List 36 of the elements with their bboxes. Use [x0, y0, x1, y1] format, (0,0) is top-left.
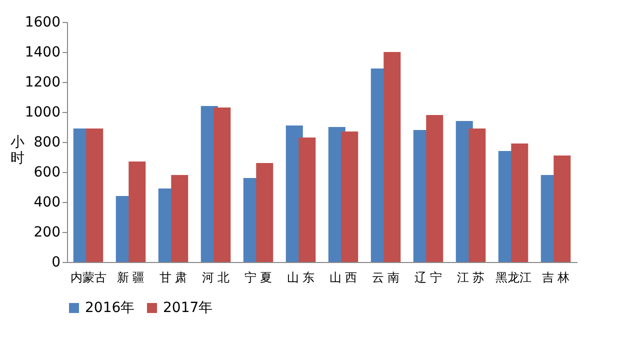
y-tick-label: 1400 [24, 44, 60, 60]
y-axis-title: 小时 [10, 134, 24, 166]
x-tick-label: 山 东 [286, 270, 315, 284]
legend-label: 2017年 [163, 300, 213, 316]
bar [298, 138, 316, 262]
x-tick-label: 江 苏 [456, 270, 485, 284]
bar [128, 162, 146, 262]
legend-label: 2016年 [85, 300, 135, 316]
y-tick-label: 800 [34, 134, 60, 150]
bar [554, 156, 571, 262]
bar [256, 163, 274, 262]
y-tick-label: 1000 [24, 104, 60, 120]
bar [511, 144, 528, 262]
x-tick-label: 黑龙江 [495, 270, 532, 284]
x-tick-label: 河 北 [202, 270, 230, 284]
x-tick-label: 山 西 [329, 270, 358, 284]
bar [426, 115, 444, 262]
y-tick-label: 200 [34, 224, 60, 240]
y-tick-label: 1200 [24, 74, 60, 90]
bar [86, 128, 104, 262]
x-tick-label: 吉 林 [542, 270, 570, 284]
bar [214, 108, 231, 262]
y-tick-label: 600 [34, 164, 60, 180]
y-tick-label: 400 [34, 194, 60, 210]
x-tick-label: 辽 宁 [414, 270, 442, 284]
bar [341, 132, 358, 262]
x-tick-label: 云 南 [372, 270, 400, 284]
bar [384, 52, 401, 262]
x-tick-label: 宁 夏 [244, 270, 272, 284]
bar [171, 175, 188, 262]
y-tick-label: 0 [52, 254, 60, 270]
x-tick-label: 内蒙古 [70, 270, 106, 284]
x-tick-label: 新 疆 [116, 270, 145, 284]
y-tick-label: 1600 [24, 14, 60, 30]
x-tick-label: 甘 肃 [159, 270, 188, 284]
bar [468, 128, 486, 262]
